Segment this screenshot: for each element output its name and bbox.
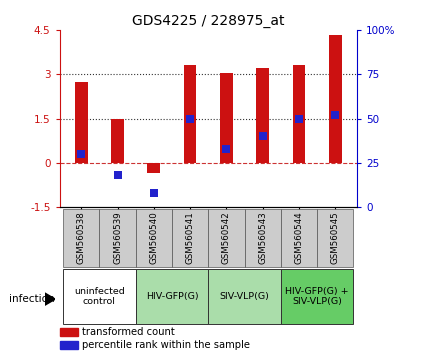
Bar [184, 65, 196, 163]
Bar [256, 68, 269, 163]
Text: transformed count: transformed count [82, 327, 174, 337]
Point [78, 151, 85, 157]
Text: GSM560545: GSM560545 [331, 212, 340, 264]
Bar [317, 209, 353, 267]
Bar [60, 341, 78, 349]
Bar [329, 34, 342, 163]
Bar [75, 82, 88, 163]
Text: SIV-VLP(G): SIV-VLP(G) [220, 292, 269, 301]
Bar [172, 209, 208, 267]
Text: GSM560541: GSM560541 [186, 212, 195, 264]
Point [332, 112, 339, 118]
Bar [147, 163, 160, 173]
Bar [111, 119, 124, 163]
Text: GSM560544: GSM560544 [295, 212, 303, 264]
Bar [136, 209, 172, 267]
Bar [244, 209, 281, 267]
Bar [136, 269, 208, 324]
Text: infection: infection [8, 294, 54, 304]
Text: uninfected
control: uninfected control [74, 287, 125, 306]
Bar [99, 209, 136, 267]
Point [187, 116, 193, 121]
Text: GSM560543: GSM560543 [258, 212, 267, 264]
Point [223, 146, 230, 152]
Text: GSM560539: GSM560539 [113, 212, 122, 264]
Text: HIV-GFP(G) +
SIV-VLP(G): HIV-GFP(G) + SIV-VLP(G) [285, 287, 349, 306]
Bar [281, 269, 353, 324]
Point [295, 116, 302, 121]
Title: GDS4225 / 228975_at: GDS4225 / 228975_at [132, 14, 284, 28]
Text: GSM560542: GSM560542 [222, 212, 231, 264]
Polygon shape [45, 293, 55, 306]
Bar [281, 209, 317, 267]
Bar [63, 269, 136, 324]
Text: HIV-GFP(G): HIV-GFP(G) [146, 292, 198, 301]
Point [114, 172, 121, 178]
Point [150, 190, 157, 196]
Bar [220, 73, 233, 163]
Text: GSM560538: GSM560538 [77, 212, 86, 264]
Text: percentile rank within the sample: percentile rank within the sample [82, 340, 249, 350]
Bar [208, 269, 281, 324]
Bar [208, 209, 244, 267]
Bar [292, 65, 305, 163]
Text: GSM560540: GSM560540 [149, 212, 159, 264]
Bar [63, 209, 99, 267]
Point [259, 133, 266, 139]
Bar [60, 328, 78, 336]
